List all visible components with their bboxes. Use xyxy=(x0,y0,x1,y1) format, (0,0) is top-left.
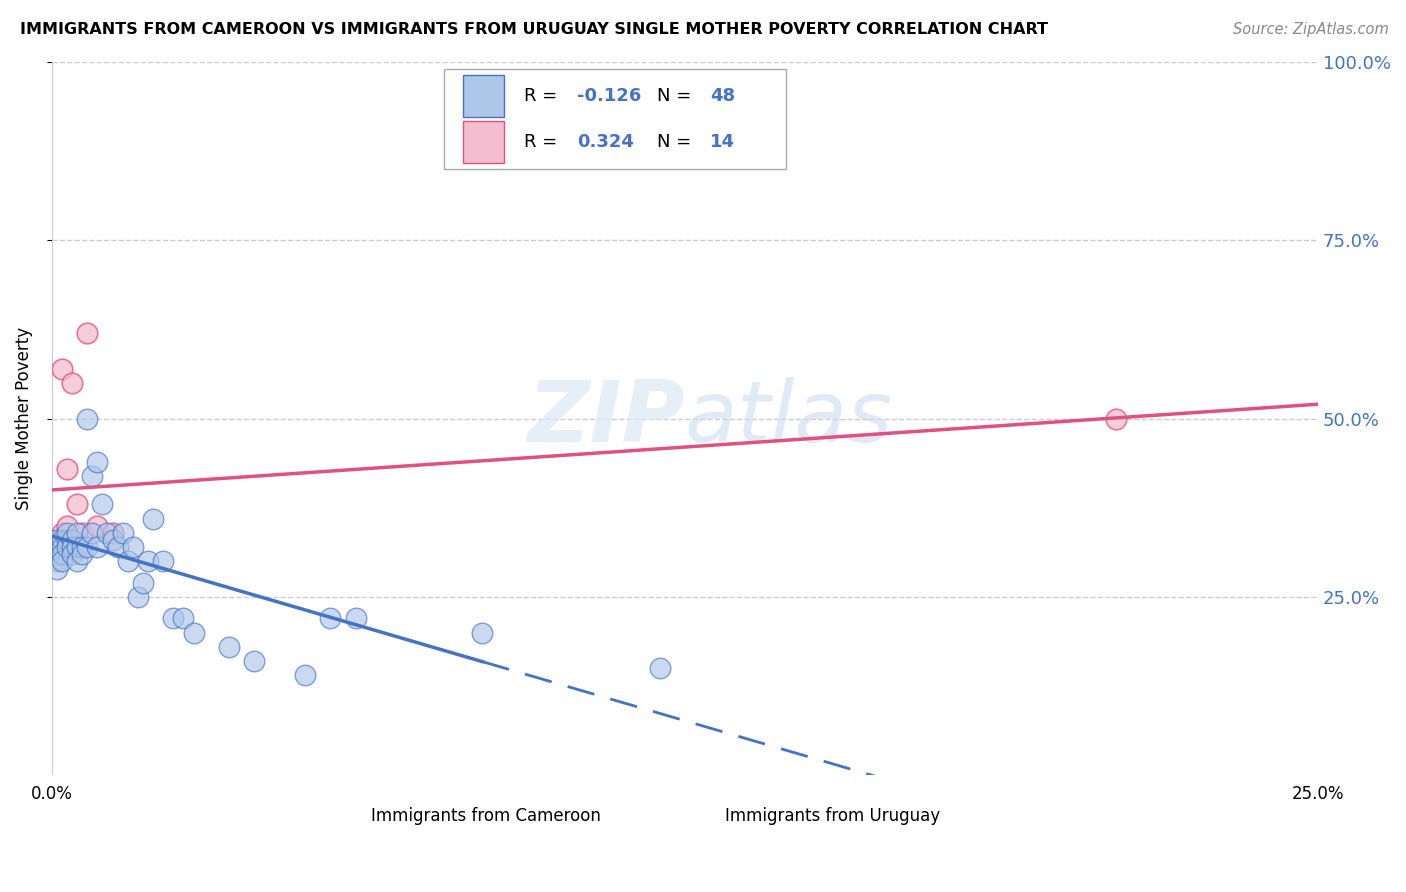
Point xyxy=(56,461,79,475)
Point xyxy=(86,540,108,554)
Point xyxy=(56,525,79,540)
Point xyxy=(51,533,73,547)
Point xyxy=(82,468,104,483)
Point xyxy=(471,625,494,640)
Point xyxy=(45,561,67,575)
Point xyxy=(107,540,129,554)
Text: 14: 14 xyxy=(710,134,735,152)
Point xyxy=(56,540,79,554)
Point xyxy=(142,511,165,525)
Point xyxy=(319,611,342,625)
Point xyxy=(86,518,108,533)
Text: Immigrants from Cameroon: Immigrants from Cameroon xyxy=(371,807,600,825)
Text: N =: N = xyxy=(657,87,697,105)
Point xyxy=(66,497,89,511)
Point xyxy=(45,554,67,568)
Text: ZIP: ZIP xyxy=(527,377,685,460)
Text: Immigrants from Uruguay: Immigrants from Uruguay xyxy=(725,807,941,825)
Point xyxy=(243,654,266,668)
Point xyxy=(60,376,83,390)
Point xyxy=(45,547,67,561)
Point xyxy=(86,454,108,468)
Point xyxy=(70,525,93,540)
FancyBboxPatch shape xyxy=(682,803,718,829)
Point xyxy=(132,575,155,590)
Point xyxy=(76,326,98,340)
Point xyxy=(45,540,67,554)
Point xyxy=(172,611,194,625)
FancyBboxPatch shape xyxy=(464,121,503,163)
Point xyxy=(121,540,143,554)
Point xyxy=(60,533,83,547)
Text: IMMIGRANTS FROM CAMEROON VS IMMIGRANTS FROM URUGUAY SINGLE MOTHER POVERTY CORREL: IMMIGRANTS FROM CAMEROON VS IMMIGRANTS F… xyxy=(20,22,1047,37)
Point xyxy=(45,540,67,554)
Text: atlas: atlas xyxy=(685,377,893,460)
Point xyxy=(60,547,83,561)
Point xyxy=(66,554,89,568)
Point xyxy=(51,547,73,561)
Point xyxy=(70,547,93,561)
Point xyxy=(294,668,316,682)
Text: R =: R = xyxy=(524,134,564,152)
FancyBboxPatch shape xyxy=(328,803,364,829)
Point xyxy=(51,525,73,540)
Point xyxy=(127,590,149,604)
FancyBboxPatch shape xyxy=(444,70,786,169)
Point xyxy=(45,533,67,547)
Y-axis label: Single Mother Poverty: Single Mother Poverty xyxy=(15,327,32,510)
Text: 48: 48 xyxy=(710,87,735,105)
Point xyxy=(183,625,205,640)
Point xyxy=(56,518,79,533)
Text: N =: N = xyxy=(657,134,697,152)
Text: 0.324: 0.324 xyxy=(578,134,634,152)
Point xyxy=(96,525,118,540)
Point xyxy=(136,554,159,568)
Text: Source: ZipAtlas.com: Source: ZipAtlas.com xyxy=(1233,22,1389,37)
Point xyxy=(101,525,124,540)
Point xyxy=(45,547,67,561)
Point xyxy=(51,540,73,554)
Point xyxy=(66,540,89,554)
Text: R =: R = xyxy=(524,87,564,105)
Point xyxy=(648,661,671,675)
Point xyxy=(76,540,98,554)
Point xyxy=(91,497,114,511)
Point xyxy=(162,611,184,625)
Point xyxy=(51,554,73,568)
Point xyxy=(218,640,240,654)
Point xyxy=(101,533,124,547)
FancyBboxPatch shape xyxy=(464,75,503,117)
Point xyxy=(60,540,83,554)
Point xyxy=(344,611,367,625)
Point xyxy=(70,540,93,554)
Point xyxy=(117,554,139,568)
Point xyxy=(111,525,134,540)
Point xyxy=(66,525,89,540)
Point xyxy=(45,533,67,547)
Point xyxy=(82,525,104,540)
Point xyxy=(152,554,174,568)
Text: -0.126: -0.126 xyxy=(578,87,641,105)
Point xyxy=(51,361,73,376)
Point xyxy=(1104,411,1126,425)
Point xyxy=(76,411,98,425)
Point xyxy=(56,533,79,547)
